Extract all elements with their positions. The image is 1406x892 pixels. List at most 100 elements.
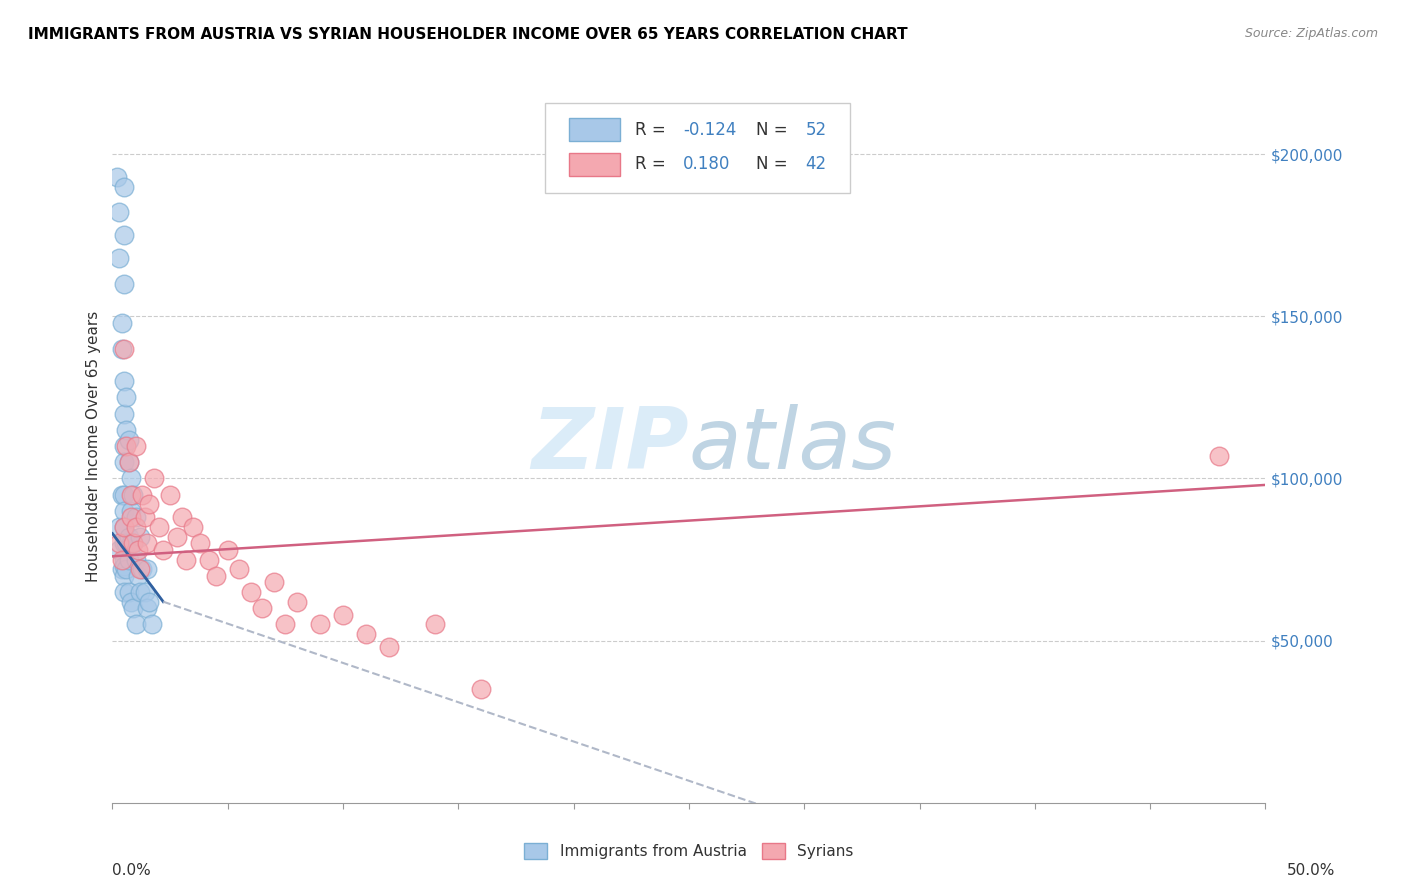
Point <box>124 520 146 534</box>
Point <box>112 439 135 453</box>
Point <box>112 568 135 582</box>
Point <box>252 601 274 615</box>
Point <box>111 316 134 330</box>
Point <box>112 407 135 421</box>
Point <box>285 595 308 609</box>
Point <box>124 510 146 524</box>
Point <box>115 562 138 576</box>
Point <box>159 488 181 502</box>
Point <box>112 520 135 534</box>
Text: -0.124: -0.124 <box>683 121 737 139</box>
Point <box>122 488 145 502</box>
Point <box>274 617 297 632</box>
Point <box>115 390 138 404</box>
Point <box>136 601 159 615</box>
Text: IMMIGRANTS FROM AUSTRIA VS SYRIAN HOUSEHOLDER INCOME OVER 65 YEARS CORRELATION C: IMMIGRANTS FROM AUSTRIA VS SYRIAN HOUSEH… <box>28 27 908 42</box>
Point <box>239 585 262 599</box>
FancyBboxPatch shape <box>546 103 851 193</box>
Point <box>198 552 221 566</box>
Point <box>112 228 135 243</box>
Point <box>174 552 197 566</box>
Point <box>263 575 285 590</box>
Point <box>115 439 138 453</box>
Point <box>112 342 135 356</box>
Point <box>127 542 149 557</box>
Point <box>425 617 447 632</box>
Point <box>117 585 139 599</box>
Point <box>136 562 159 576</box>
Text: 0.0%: 0.0% <box>112 863 152 878</box>
Point <box>152 542 174 557</box>
FancyBboxPatch shape <box>569 153 620 176</box>
Point <box>111 488 134 502</box>
Point <box>120 504 142 518</box>
Point <box>105 169 128 184</box>
Point <box>138 497 160 511</box>
Point <box>138 595 160 609</box>
Point <box>136 536 159 550</box>
Point <box>112 552 135 566</box>
Point <box>217 542 239 557</box>
Point <box>111 562 134 576</box>
Point <box>129 562 152 576</box>
Point <box>108 205 131 219</box>
Point <box>354 627 377 641</box>
Point <box>129 585 152 599</box>
Point <box>112 374 135 388</box>
Point <box>112 520 135 534</box>
Point <box>111 552 134 566</box>
Point <box>111 342 134 356</box>
Y-axis label: Householder Income Over 65 years: Householder Income Over 65 years <box>86 310 101 582</box>
Point <box>188 536 211 550</box>
Point <box>112 559 135 574</box>
Point <box>122 536 145 550</box>
Point <box>124 617 146 632</box>
Point <box>120 595 142 609</box>
Point <box>108 536 131 550</box>
Point <box>120 488 142 502</box>
Point <box>117 433 139 447</box>
Point <box>205 568 228 582</box>
Point <box>108 520 131 534</box>
Text: 0.180: 0.180 <box>683 155 731 173</box>
Legend: Immigrants from Austria, Syrians: Immigrants from Austria, Syrians <box>524 844 853 859</box>
Point <box>120 536 142 550</box>
Text: ZIP: ZIP <box>531 404 689 488</box>
Text: N =: N = <box>756 121 793 139</box>
Point <box>115 536 138 550</box>
Point <box>134 510 156 524</box>
Text: 50.0%: 50.0% <box>1288 863 1336 878</box>
Text: 52: 52 <box>806 121 827 139</box>
Point <box>127 568 149 582</box>
Point <box>124 439 146 453</box>
Point <box>131 488 153 502</box>
Point <box>228 562 250 576</box>
Point <box>117 455 139 469</box>
Point <box>148 520 170 534</box>
Point <box>309 617 332 632</box>
Point <box>470 682 492 697</box>
Point <box>181 520 204 534</box>
Point <box>112 277 135 291</box>
Point <box>134 585 156 599</box>
Point <box>117 530 139 544</box>
FancyBboxPatch shape <box>569 119 620 141</box>
Point <box>122 536 145 550</box>
Point <box>112 504 135 518</box>
Point <box>108 542 131 557</box>
Point <box>112 179 135 194</box>
Point <box>120 471 142 485</box>
Text: R =: R = <box>634 155 671 173</box>
Point <box>117 455 139 469</box>
Point <box>122 601 145 615</box>
Point <box>108 251 131 265</box>
Point <box>129 530 152 544</box>
Point <box>141 617 163 632</box>
Point <box>143 471 166 485</box>
Point <box>170 510 193 524</box>
Point <box>166 530 188 544</box>
Point <box>112 536 135 550</box>
Point <box>120 510 142 524</box>
Point <box>112 585 135 599</box>
Text: R =: R = <box>634 121 671 139</box>
